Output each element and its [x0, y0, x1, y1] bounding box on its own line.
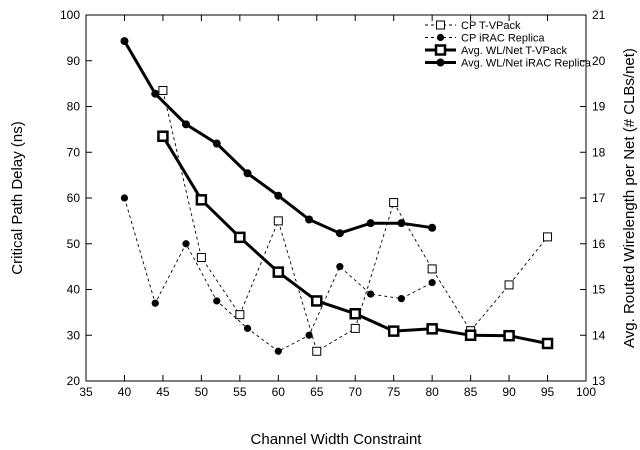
series-3-point	[366, 219, 375, 228]
y-left-tick-label: 20	[67, 374, 81, 388]
series-3-point	[120, 37, 129, 46]
series-2-point	[426, 323, 438, 335]
x-tick-label: 40	[118, 385, 132, 399]
series-1-point	[182, 240, 190, 248]
series-0-point	[273, 216, 283, 226]
x-tick-label: 60	[272, 385, 286, 399]
series-3-point	[243, 169, 252, 178]
series-2-point	[157, 130, 169, 142]
legend-swatch-marker	[436, 20, 445, 30]
series-2-point	[195, 194, 208, 206]
x-tick-label: 80	[425, 385, 439, 399]
y-axis-title-left: Critical Path Delay (ns)	[9, 121, 26, 274]
series-2-point	[349, 307, 361, 320]
legend-swatch-marker	[436, 33, 445, 42]
series-0-point	[427, 264, 437, 274]
series-1-point	[397, 295, 405, 303]
series-3-line	[123, 40, 433, 235]
series-1-point	[274, 347, 282, 355]
x-axis-title: Channel Width Constraint	[251, 431, 423, 448]
y-right-tick-label: 16	[592, 237, 606, 251]
series-2	[157, 130, 554, 350]
series-2-point	[541, 337, 554, 350]
series-0-point	[504, 280, 514, 290]
y-right-tick-label: 17	[592, 191, 606, 205]
x-tick-label: 95	[541, 385, 555, 399]
y-axis-title-right: Avg. Routed Wirelength per Net (# CLBs/n…	[621, 48, 638, 348]
series-2-point	[234, 231, 246, 244]
series-2-point	[311, 295, 323, 307]
y-left-tick-label: 60	[67, 191, 81, 205]
legend-label: Avg. WL/Net T-VPack	[461, 45, 567, 57]
x-tick-label: 90	[502, 385, 516, 399]
series-3-point	[428, 223, 437, 232]
y-left-tick-label: 30	[67, 328, 81, 342]
series-2-point	[503, 329, 515, 342]
series-3-point	[182, 120, 190, 129]
series-0-point	[312, 346, 322, 356]
series-1-point	[428, 279, 436, 287]
series-0-point	[389, 198, 399, 208]
series-1-point	[120, 194, 129, 202]
y-right-tick-label: 14	[592, 328, 606, 342]
series-2-point	[387, 325, 400, 337]
series-3-point	[305, 215, 314, 224]
series-3-point	[274, 191, 283, 200]
series-2-point	[272, 266, 285, 278]
y-left-tick-label: 90	[67, 54, 81, 68]
series-1-point	[336, 263, 344, 271]
x-tick-label: 70	[349, 385, 363, 399]
series-layer	[120, 37, 554, 356]
legend-entry-0: CP T-VPack	[425, 20, 521, 32]
legend-label: Avg. WL/Net iRAC Replica	[461, 58, 592, 70]
series-0-point	[543, 232, 553, 242]
x-tick-label: 75	[387, 385, 401, 399]
legend-entry-1: CP iRAC Replica	[425, 33, 545, 45]
series-3-point	[335, 229, 344, 238]
y-right-tick-label: 13	[592, 374, 606, 388]
series-3-point	[397, 219, 406, 228]
series-3-point	[151, 89, 160, 98]
y-left-tick-label: 100	[60, 8, 80, 22]
series-3-point	[212, 139, 221, 148]
legend-swatch-marker	[434, 44, 447, 56]
x-tick-label: 65	[310, 385, 324, 399]
axis-ticks: 35 40 45 50 55 60 65 70 75 80 85 90 95 100 20 30 40 50 60 7…	[60, 8, 606, 399]
series-0-point	[235, 310, 245, 320]
x-tick-label: 100	[576, 385, 596, 399]
x-tick-label: 85	[464, 385, 478, 399]
legend-label: CP iRAC Replica	[461, 33, 545, 45]
x-tick-label: 55	[233, 385, 247, 399]
series-0-point	[158, 85, 168, 95]
x-tick-label: 45	[156, 385, 170, 399]
series-1-point	[367, 290, 375, 298]
series-1-point	[243, 324, 252, 332]
y-right-tick-label: 19	[592, 100, 606, 114]
series-1-point	[151, 299, 159, 307]
x-tick-label: 50	[195, 385, 209, 399]
series-3	[120, 37, 437, 238]
series-0-point	[196, 252, 206, 262]
y-right-tick-label: 20	[592, 54, 606, 68]
series-1	[120, 194, 436, 355]
y-right-tick-label: 18	[592, 145, 606, 159]
y-left-tick-label: 80	[67, 100, 81, 114]
legend-label: CP T-VPack	[461, 20, 521, 32]
y-left-tick-label: 70	[67, 145, 81, 159]
y-left-tick-label: 40	[67, 283, 81, 297]
y-right-tick-label: 15	[592, 283, 606, 297]
series-0-point	[350, 323, 360, 333]
series-2-point	[464, 329, 477, 341]
legend-entry-2: Avg. WL/Net T-VPack	[425, 44, 567, 57]
y-left-tick-label: 50	[67, 237, 81, 251]
x-tick-label: 35	[79, 385, 93, 399]
legend-entry-3: Avg. WL/Net iRAC Replica	[425, 58, 592, 70]
plot-frame	[85, 14, 587, 382]
series-1-point	[213, 297, 221, 305]
legend-swatch-marker	[436, 58, 445, 67]
series-1-point	[305, 331, 313, 339]
y-right-tick-label: 21	[592, 8, 606, 22]
